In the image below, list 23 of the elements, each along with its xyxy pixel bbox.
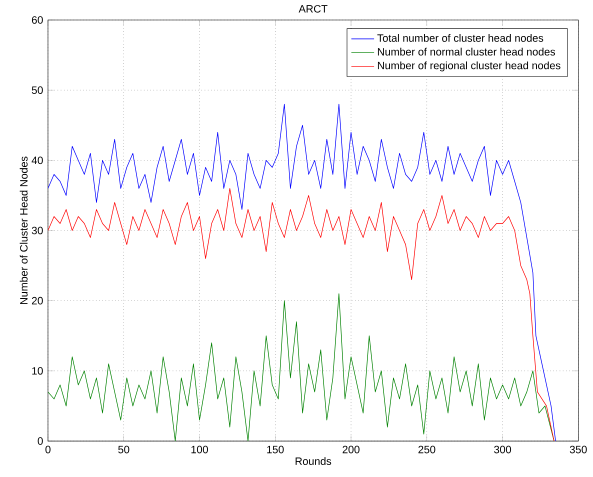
x-tick-label: 300 [494,446,512,454]
x-tick-label: 0 [45,446,51,454]
y-tick-label: 60 [32,16,43,24]
x-tick-label: 350 [570,446,587,454]
y-tick-label: 0 [38,437,43,445]
y-tick-label: 30 [32,226,43,234]
line-series [48,188,554,442]
legend-label: Number of normal cluster head nodes [378,48,556,56]
x-tick-label: 150 [267,446,284,454]
line-series [48,104,556,442]
x-tick-label: 250 [418,446,436,454]
y-tick-label: 10 [32,367,43,375]
legend-label: Number of regional cluster head nodes [378,61,560,72]
y-tick-label: 50 [32,86,43,94]
x-axis-title: Rounds [296,457,332,465]
y-axis-title: Number of Cluster Head Nodes [20,156,28,304]
legend-label: Total number of cluster head nodes [377,34,544,42]
y-tick-label: 20 [32,296,43,304]
chart-title: ARCT [298,5,328,13]
x-tick-label: 200 [342,446,360,454]
x-tick-label: 100 [191,446,208,454]
x-tick-label: 50 [118,446,130,454]
y-tick-label: 40 [32,156,43,164]
